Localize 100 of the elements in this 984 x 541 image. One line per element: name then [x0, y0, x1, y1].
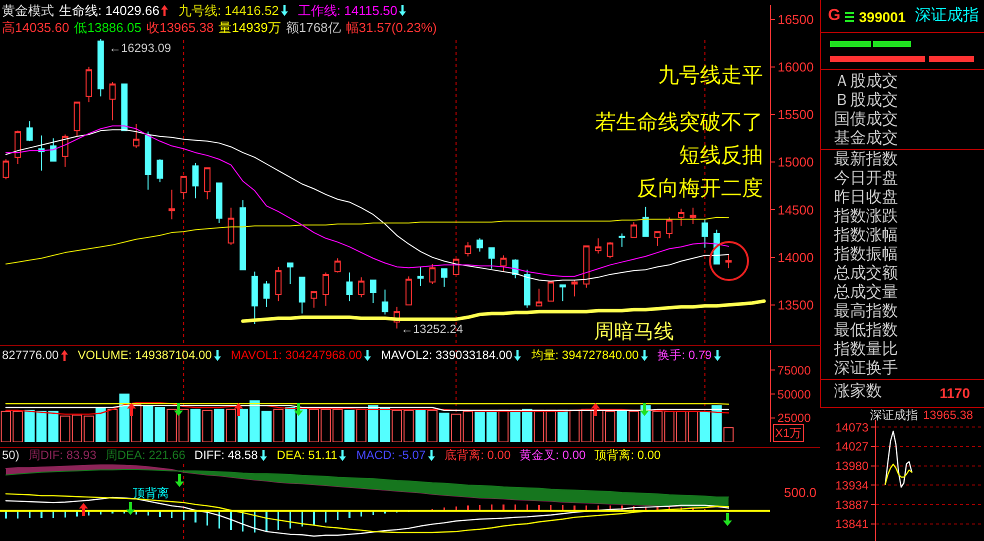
candlestick [334, 258, 341, 274]
text: 深证成指 [915, 7, 979, 25]
text: DIFF: 48.58 [194, 448, 268, 462]
text: G [828, 7, 840, 25]
candlestick [298, 276, 306, 314]
candlestick [666, 216, 672, 239]
bar [142, 405, 154, 442]
text: 生命线: 14029.66 [59, 3, 170, 18]
text: MAVOL2: 339033184.00 [381, 348, 522, 362]
text: X1万 [775, 426, 802, 440]
chart-title: 黄金模式 [2, 3, 54, 18]
text: 国债成交 [834, 111, 898, 129]
series-label: 周暗马线 [594, 321, 674, 343]
text: 涨家数 [834, 383, 882, 401]
bar [96, 407, 106, 442]
text: 昨日收盘 [834, 189, 898, 207]
y-tick-label: 13500 [778, 297, 814, 312]
candlestick [441, 268, 448, 288]
candlestick [2, 158, 10, 180]
y-tick-label: 15500 [778, 107, 814, 122]
candlestick [240, 200, 246, 270]
text: Ｂ股成交 [834, 92, 898, 110]
candlestick [358, 276, 364, 298]
candlestick [192, 162, 199, 199]
candlestick [630, 222, 637, 238]
candlestick [156, 158, 164, 183]
bar [119, 394, 130, 442]
text: 深证换手 [834, 360, 898, 378]
y-tick-label: 13841 [835, 517, 869, 532]
candlestick [560, 284, 566, 302]
annotation: 高14035.60 [2, 20, 70, 35]
candlestick [702, 218, 708, 248]
candlestick [322, 272, 329, 306]
candlestick [725, 253, 732, 269]
annotation: 反向梅开二度 [637, 177, 763, 200]
bar [190, 408, 201, 442]
bar [214, 408, 224, 442]
text: 500.0 [784, 485, 817, 500]
bar [107, 408, 118, 442]
candlestick [524, 269, 530, 308]
text: 指数量比 [834, 341, 898, 359]
series-label: 周DIF: 83.93 [28, 448, 96, 462]
candlestick [642, 206, 649, 237]
annotation: 低13886.05 [74, 20, 142, 35]
candlestick [287, 262, 294, 284]
bar [462, 410, 474, 442]
y-tick-label: 14073 [835, 420, 869, 434]
y-tick-label: 14500 [778, 202, 814, 218]
candlestick [571, 280, 578, 297]
candlestick [180, 176, 187, 200]
y-tick-label: 14000 [778, 250, 814, 265]
bar [226, 408, 236, 442]
candlestick [74, 102, 80, 137]
annotation: VOLUME: 149387104.00 [78, 348, 222, 362]
candlestick [109, 82, 116, 121]
text: 总成交量 [834, 284, 898, 302]
candlestick [417, 266, 424, 286]
annotation: 换手: 0.79 [658, 348, 722, 362]
text: 指数涨跌 [834, 208, 898, 226]
candlestick [583, 245, 590, 288]
candlestick [62, 134, 68, 168]
bar [273, 408, 284, 442]
text: 底背离: 0.00 [444, 448, 511, 462]
candlestick [690, 207, 696, 224]
y-tick-label: 14027 [835, 439, 869, 454]
y-tick-label: 25000 [777, 411, 812, 426]
candlestick [606, 242, 614, 259]
y-tick-label: 13980 [835, 459, 869, 474]
text: 最新指数 [834, 151, 898, 169]
candlestick [263, 280, 270, 308]
candlestick [429, 263, 436, 284]
candlestick [86, 66, 92, 103]
bar [450, 414, 462, 442]
annotation: 量14939万 [218, 20, 281, 35]
bar [24, 410, 35, 442]
text: 指数涨幅 [834, 227, 898, 245]
candlestick [382, 289, 388, 315]
line-series [884, 430, 912, 488]
candlestick [654, 231, 661, 246]
text: 最低指数 [834, 322, 898, 340]
text: 399001 [859, 8, 906, 26]
y-tick-label: 50000 [777, 387, 812, 402]
line-series [884, 464, 912, 485]
text: 黄金叉: 0.00 [520, 448, 586, 462]
candlestick [252, 271, 258, 324]
candlestick [536, 288, 542, 306]
candlestick [26, 120, 33, 142]
bar [616, 410, 628, 442]
candlestick [678, 208, 684, 226]
y-tick-label: 13934 [835, 478, 869, 492]
text: MACD: -5.07 [356, 448, 436, 462]
annotation: 收13965.38 [146, 20, 214, 35]
text: 工作线: 14115.50 [298, 3, 408, 18]
y-tick-label: 13887 [835, 498, 869, 512]
candlestick [595, 238, 602, 254]
annotation: ←16293.09 [109, 41, 172, 55]
candlestick [121, 84, 128, 132]
bar [131, 404, 142, 442]
bar [628, 410, 639, 442]
candlestick [500, 254, 507, 272]
